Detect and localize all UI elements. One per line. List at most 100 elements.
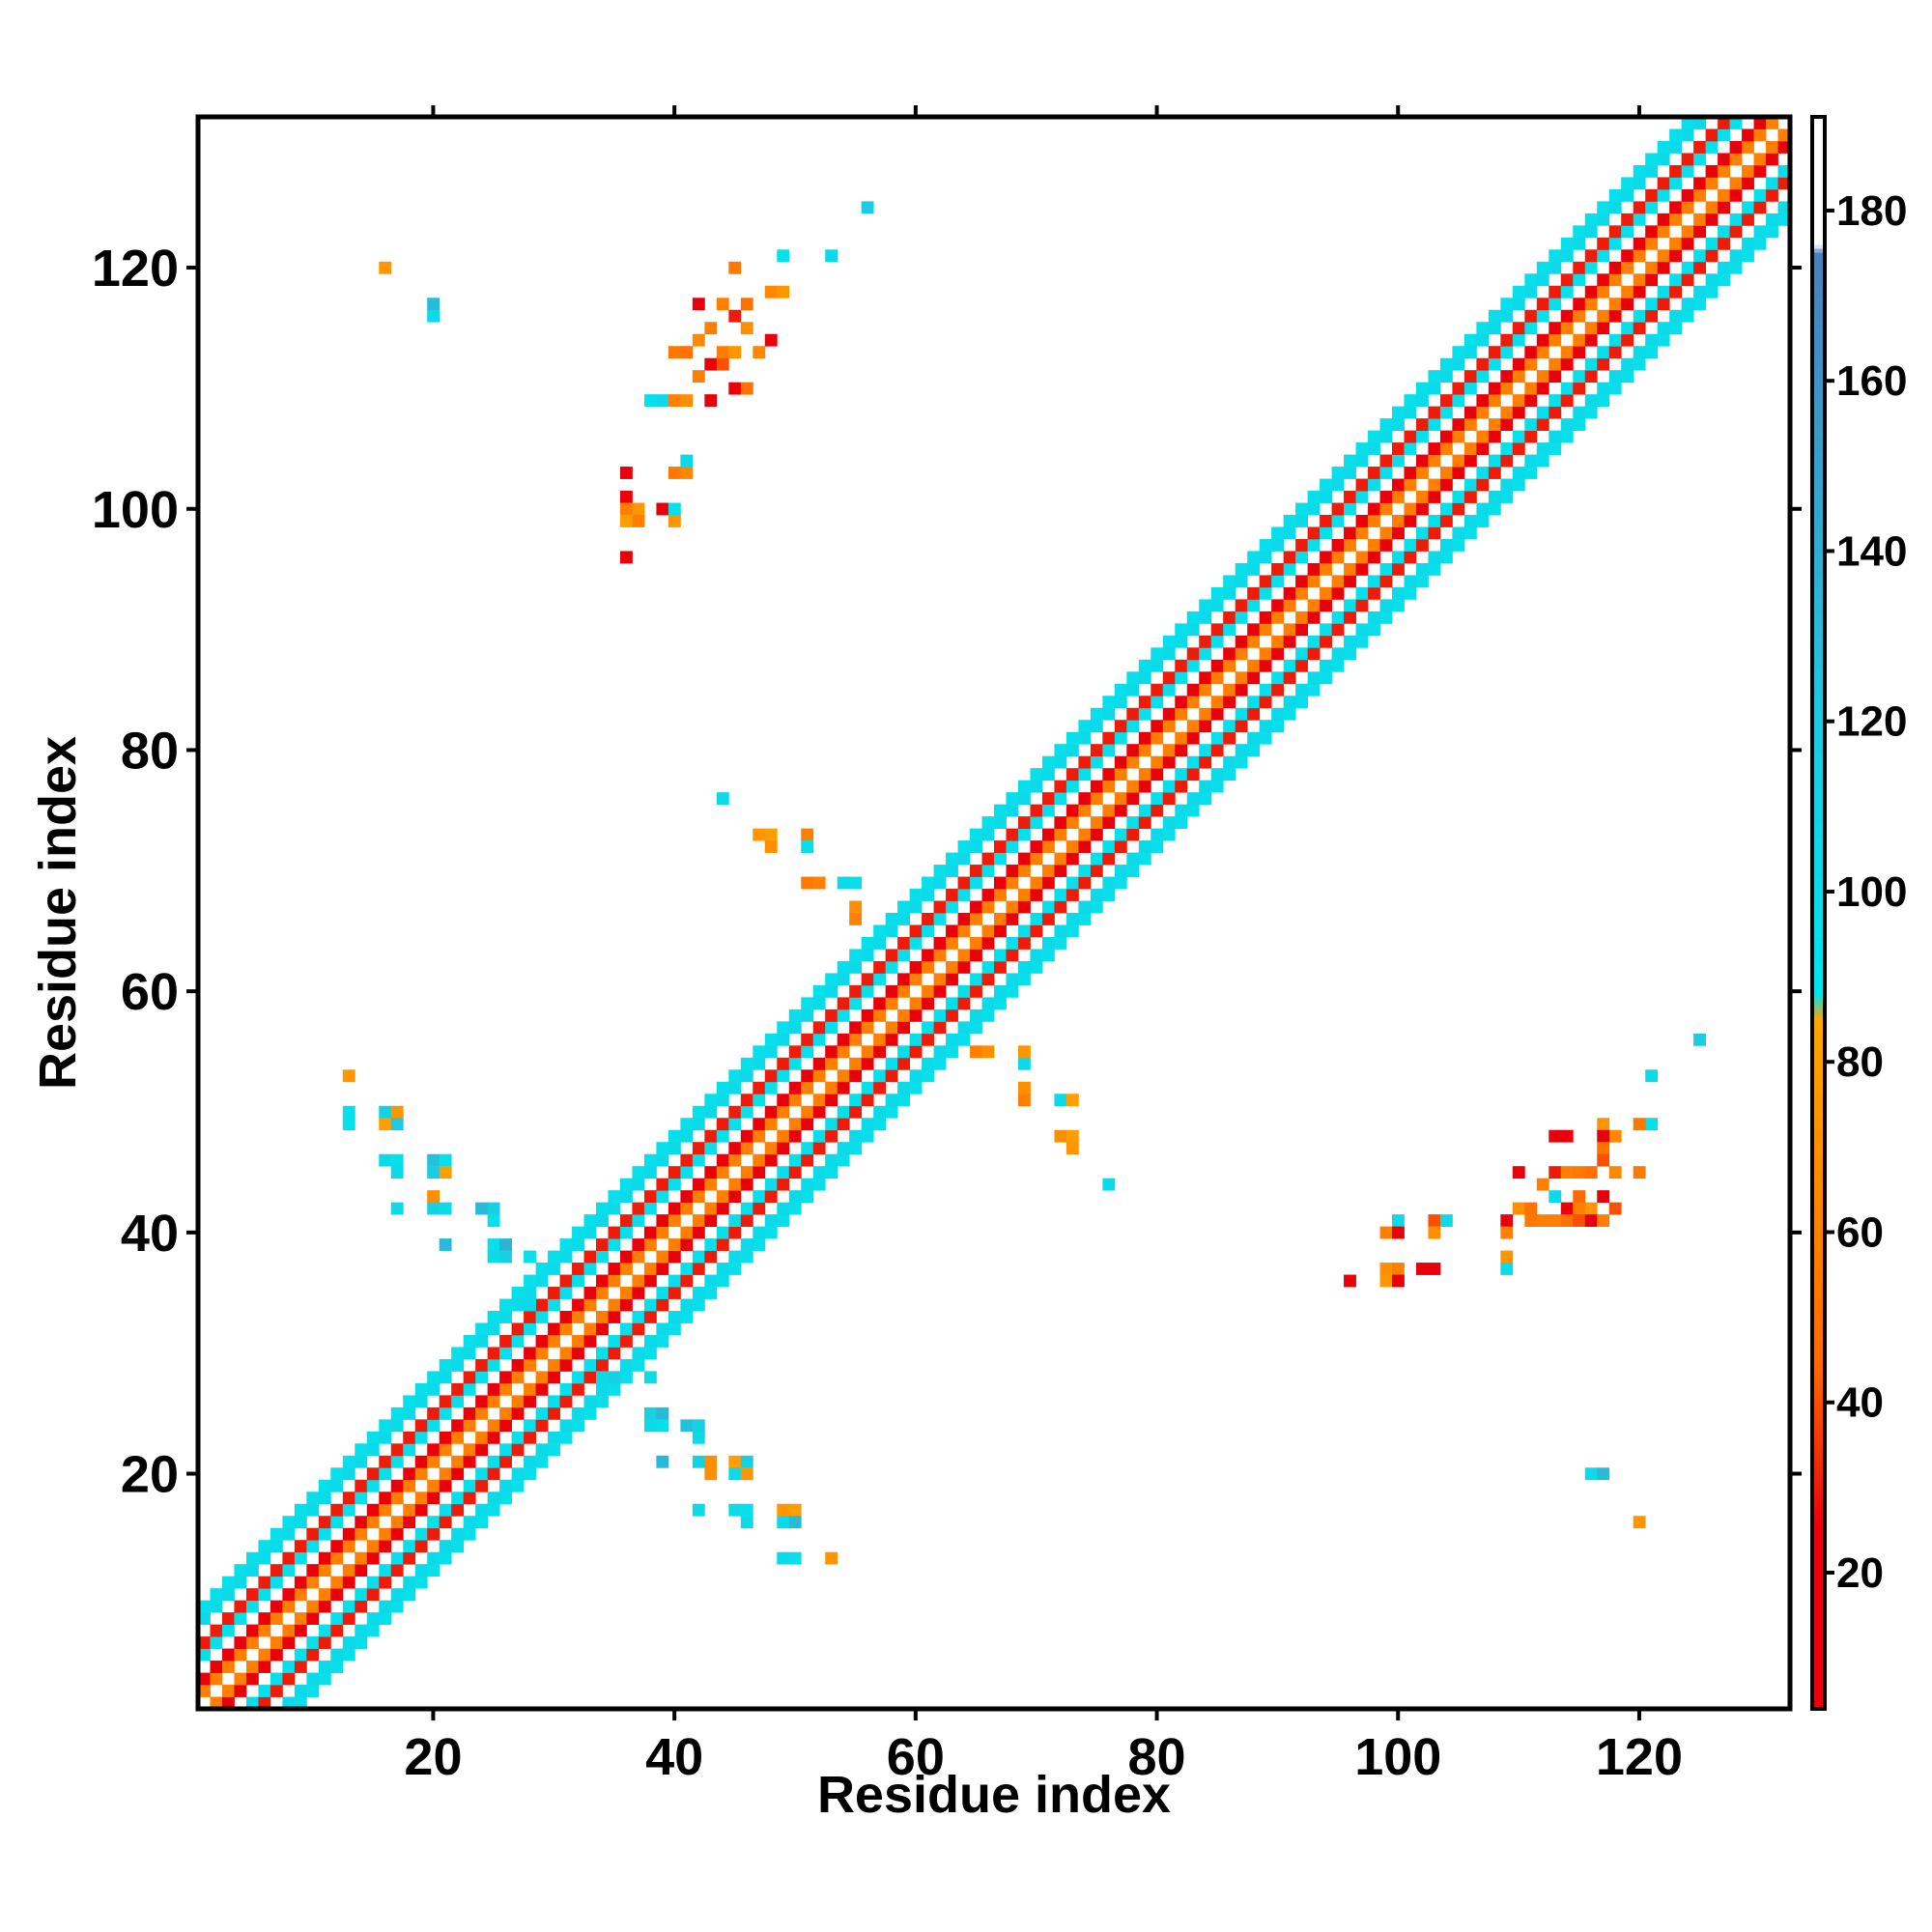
heatmap-cell: [583, 1214, 597, 1227]
heatmap-cell: [1054, 816, 1067, 829]
heatmap-cell: [355, 1588, 368, 1602]
heatmap-cell: [1476, 406, 1490, 419]
heatmap-cell: [643, 1263, 657, 1275]
heatmap-cell: [994, 984, 1007, 998]
heatmap-cell: [414, 1503, 428, 1517]
heatmap-cell: [1175, 731, 1188, 745]
heatmap-cell: [1392, 586, 1405, 600]
y-tick-label: 20: [121, 1446, 179, 1504]
heatmap-cell: [1271, 599, 1285, 612]
heatmap-cell: [812, 1094, 826, 1107]
heatmap-cell: [1439, 357, 1453, 371]
heatmap-cell: [427, 1527, 440, 1541]
heatmap-cell: [922, 913, 934, 925]
heatmap-cell: [1114, 876, 1127, 890]
heatmap-cell: [1500, 1250, 1514, 1264]
heatmap-cell: [1392, 406, 1405, 419]
heatmap-cell: [439, 1503, 452, 1517]
heatmap-cell: [632, 1250, 645, 1264]
colorbar-segment: [1812, 506, 1825, 512]
heatmap-cell: [524, 1347, 536, 1360]
colorbar-segment: [1812, 801, 1825, 807]
heatmap-cell: [922, 1069, 934, 1083]
heatmap-cell: [355, 1551, 368, 1565]
heatmap-cell: [922, 889, 934, 901]
heatmap-cell: [668, 1287, 681, 1299]
heatmap-cell: [716, 357, 729, 371]
heatmap-cell: [716, 346, 729, 359]
heatmap-cell: [873, 1033, 887, 1046]
heatmap-cell: [728, 1105, 742, 1119]
heatmap-cell: [1608, 370, 1622, 384]
colorbar-segment: [1812, 1291, 1825, 1296]
heatmap-cell: [1307, 599, 1321, 612]
heatmap-cell: [1439, 406, 1453, 419]
colorbar-segment: [1812, 1700, 1825, 1706]
colorbar-segment: [1812, 1593, 1825, 1599]
heatmap-cell: [619, 1371, 633, 1384]
heatmap-cell: [1223, 647, 1236, 661]
heatmap-cell: [475, 1371, 489, 1384]
heatmap-cell: [366, 1467, 380, 1481]
heatmap-cell: [511, 1334, 525, 1348]
heatmap-cell: [1560, 382, 1574, 395]
heatmap-cell: [355, 1564, 368, 1577]
heatmap-cell: [548, 1358, 560, 1372]
heatmap-cell: [1162, 647, 1176, 661]
heatmap-cell: [1753, 128, 1767, 142]
heatmap-cell: [427, 1479, 440, 1492]
heatmap-cell: [740, 1069, 753, 1083]
heatmap-cell: [957, 924, 971, 938]
heatmap-cell: [885, 1069, 898, 1083]
heatmap-cell: [861, 984, 874, 998]
heatmap-cell: [608, 1226, 621, 1239]
heatmap-cell: [583, 1395, 597, 1408]
heatmap-cell: [1355, 491, 1369, 503]
heatmap-cell: [596, 1358, 609, 1372]
heatmap-cell: [306, 1672, 320, 1686]
heatmap-cell: [897, 1081, 910, 1094]
heatmap-cell: [1560, 273, 1574, 287]
heatmap-cell: [1006, 865, 1019, 877]
colorbar-segment: [1812, 781, 1825, 786]
colorbar-segment: [1812, 622, 1825, 627]
colorbar-segment: [1812, 618, 1825, 623]
colorbar-segment: [1812, 586, 1825, 591]
heatmap-cell: [668, 1142, 681, 1155]
heatmap-cell: [656, 1419, 669, 1433]
heatmap-cell: [1742, 128, 1754, 142]
heatmap-cell: [1235, 562, 1248, 576]
heatmap-cell: [1536, 333, 1549, 347]
heatmap-cell: [487, 1419, 500, 1433]
heatmap-cell: [535, 1298, 549, 1312]
heatmap-cell: [1633, 164, 1646, 178]
heatmap-cell: [1657, 249, 1670, 263]
heatmap-cell: [1536, 273, 1549, 287]
heatmap-cell: [1512, 370, 1525, 384]
heatmap-cell: [753, 1129, 766, 1143]
colorbar-segment: [1812, 849, 1825, 854]
heatmap-cell: [366, 1503, 380, 1517]
heatmap-cell: [764, 1142, 778, 1155]
heatmap-cell: [933, 865, 947, 877]
heatmap-cell: [1500, 442, 1514, 455]
colorbar-segment: [1812, 121, 1825, 126]
heatmap-cell: [1017, 816, 1031, 829]
heatmap-cell: [463, 1479, 476, 1492]
heatmap-cell: [837, 1009, 850, 1022]
heatmap-cell: [1065, 840, 1079, 853]
heatmap-cell: [946, 936, 958, 950]
colorbar-segment: [1812, 320, 1825, 325]
heatmap-cell: [704, 322, 718, 335]
heatmap-cell: [379, 1431, 392, 1444]
colorbar-segment: [1812, 928, 1825, 934]
colorbar-segment: [1812, 523, 1825, 527]
heatmap-cell: [1573, 1166, 1586, 1179]
heatmap-cell: [656, 1455, 669, 1468]
colorbar-segment: [1812, 1493, 1825, 1499]
heatmap-cell: [1210, 768, 1224, 781]
heatmap-cell: [1705, 285, 1719, 298]
heatmap-cell: [619, 1322, 633, 1336]
heatmap-cell: [764, 1214, 778, 1227]
heatmap-cell: [753, 1094, 766, 1107]
